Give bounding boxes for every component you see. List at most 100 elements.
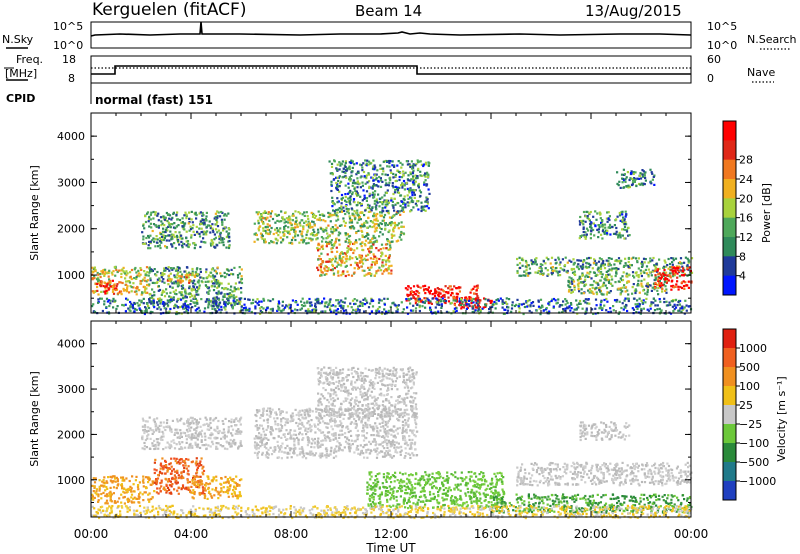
range-gate-cell <box>359 300 362 303</box>
range-gate-cell <box>220 292 223 295</box>
range-gate-cell <box>133 496 136 499</box>
range-gate-cell <box>342 272 345 275</box>
range-gate-cell <box>649 260 652 263</box>
range-gate-cell <box>169 272 172 275</box>
range-gate-cell <box>335 214 338 217</box>
range-gate-cell <box>563 309 566 312</box>
range-gate-cell <box>380 214 383 218</box>
range-gate-cell <box>261 311 264 314</box>
range-gate-cell <box>625 303 628 307</box>
range-gate-cell <box>336 250 339 253</box>
range-gate-cell <box>377 269 380 272</box>
range-gate-cell <box>520 274 523 277</box>
range-gate-cell <box>160 276 163 279</box>
range-gate-cell <box>139 273 142 276</box>
range-gate-cell <box>429 300 432 303</box>
range-gate-cell <box>345 200 348 203</box>
range-gate-cell <box>333 203 336 206</box>
range-gate-cell <box>400 301 403 304</box>
range-gate-cell <box>170 278 173 281</box>
range-gate-cell <box>205 298 209 301</box>
range-gate-cell <box>397 170 400 173</box>
range-gate-cell <box>572 267 576 271</box>
range-gate-cell <box>221 220 224 223</box>
range-gate-cell <box>222 481 226 484</box>
range-gate-cell <box>337 218 340 221</box>
range-gate-cell <box>331 231 334 234</box>
freq-label-2: [MHz] <box>5 67 37 80</box>
range-gate-cell <box>353 163 356 166</box>
range-gate-cell <box>603 304 606 307</box>
range-gate-cell <box>233 485 236 488</box>
range-gate-cell <box>261 237 264 240</box>
range-gate-cell <box>603 267 607 270</box>
range-gate-cell <box>212 241 215 244</box>
range-gate-cell <box>570 307 573 310</box>
range-gate-cell <box>166 480 170 483</box>
range-gate-cell <box>283 227 286 230</box>
range-gate-cell <box>374 190 377 193</box>
range-gate-cell <box>100 290 103 293</box>
range-gate-cell <box>181 305 184 308</box>
range-gate-cell <box>555 302 558 305</box>
range-gate-cell <box>627 293 630 296</box>
range-gate-cell <box>589 224 592 227</box>
range-gate-cell <box>372 299 375 302</box>
range-gate-cell <box>654 268 657 271</box>
range-gate-cell <box>355 162 358 165</box>
range-gate-cell <box>583 234 586 237</box>
range-gate-cell <box>354 302 357 305</box>
range-gate-cell <box>565 299 568 302</box>
range-gate-cell <box>333 210 336 213</box>
range-gate-cell <box>318 248 321 251</box>
range-gate-cell <box>628 178 631 182</box>
range-gate-cell <box>364 244 367 247</box>
range-gate-cell <box>617 184 620 187</box>
range-gate-cell <box>587 266 590 269</box>
range-gate-cell <box>373 230 376 233</box>
range-gate-cell <box>436 303 439 306</box>
range-gate-cell <box>417 285 420 288</box>
range-gate-cell <box>271 240 274 244</box>
range-gate-cell <box>449 302 452 305</box>
range-gate-cell <box>323 305 326 308</box>
range-gate-cell <box>588 275 591 278</box>
range-gate-cell <box>264 225 267 229</box>
range-gate-cell <box>353 186 356 189</box>
range-gate-cell <box>524 274 527 277</box>
range-gate-cell <box>103 481 107 485</box>
range-gate-cell <box>391 302 394 305</box>
range-gate-cell <box>369 210 372 213</box>
range-gate-cell <box>635 257 638 260</box>
range-gate-cell <box>672 286 675 289</box>
range-gate-cell <box>131 305 134 309</box>
range-gate-cell <box>598 211 601 214</box>
range-gate-cell <box>484 298 487 301</box>
range-gate-cell <box>146 212 149 215</box>
range-gate-cell <box>415 204 418 207</box>
range-gate-cell <box>627 184 630 187</box>
range-gate-cell <box>190 289 193 292</box>
range-gate-cell <box>435 297 438 300</box>
range-gate-cell <box>368 160 371 163</box>
range-gate-cell <box>582 223 585 226</box>
range-gate-cell <box>204 241 207 244</box>
range-gate-cell <box>578 277 581 280</box>
range-gate-cell <box>187 242 190 245</box>
range-gate-cell <box>101 484 104 487</box>
range-gate-cell <box>686 264 689 267</box>
range-gate-cell <box>597 224 600 227</box>
range-gate-cell <box>621 278 625 282</box>
range-gate-cell <box>516 271 519 274</box>
range-gate-cell <box>392 206 395 209</box>
range-gate-cell <box>338 161 341 164</box>
range-gate-cell <box>210 495 213 498</box>
range-gate-cell <box>609 233 612 236</box>
range-gate-cell <box>275 242 278 245</box>
range-gate-cell <box>318 213 322 217</box>
range-gate-cell <box>227 295 231 298</box>
range-gate-cell <box>105 495 109 498</box>
range-gate-cell <box>618 214 622 217</box>
range-gate-cell <box>143 279 146 282</box>
